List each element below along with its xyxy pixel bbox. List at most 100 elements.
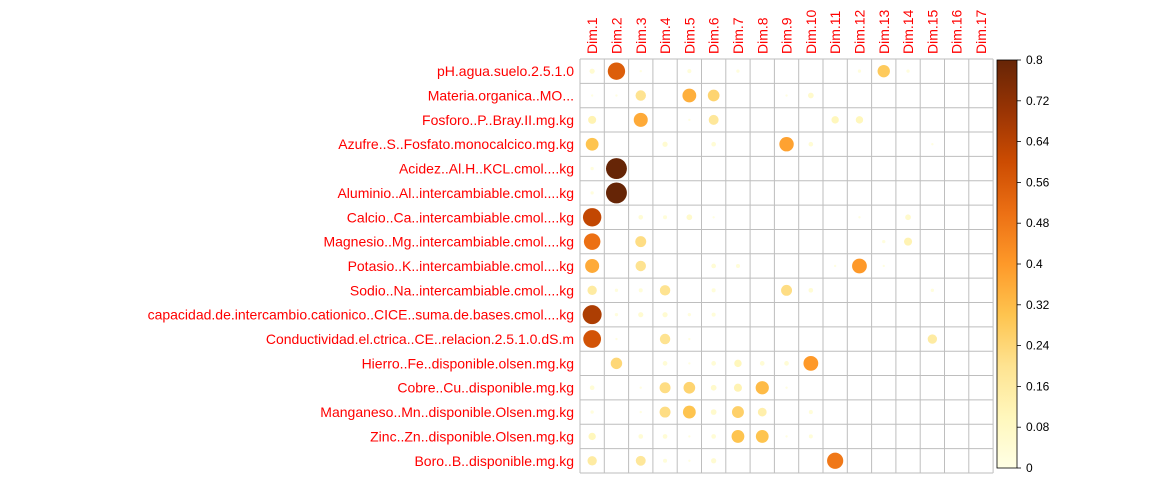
row-label: Fosforo..P..Bray.II.mg.kg <box>422 112 574 128</box>
row-label: Azufre..S..Fosfato.monocalcico.mg.kg <box>338 136 574 152</box>
cell-circle <box>635 90 646 101</box>
grid <box>579 58 994 474</box>
colorbar-ticks: 0.8 0.72 0.64 0.56 0.48 0.4 0.32 0.24 0.16 0.08 0 <box>1017 53 1050 475</box>
cell-circle <box>589 385 595 391</box>
cell-circle <box>659 333 671 345</box>
cell-circle <box>662 312 668 318</box>
column-label: Dim.4 <box>657 17 673 54</box>
column-label: Dim.3 <box>633 17 649 54</box>
cell-circle <box>781 284 793 296</box>
cell-circle <box>688 435 691 438</box>
column-label: Dim.5 <box>681 17 697 54</box>
cell-circle <box>614 313 619 317</box>
cell-circle <box>606 182 627 204</box>
row-label: Materia.organica..MO... <box>428 88 574 104</box>
cell-circle <box>638 288 643 293</box>
colorbar-tick-label: 0.4 <box>1026 257 1043 271</box>
cell-circle <box>639 386 642 389</box>
cell-circle <box>734 359 742 368</box>
column-label: Dim.17 <box>973 9 989 54</box>
cell-circle <box>712 216 715 219</box>
cell-circle <box>686 214 693 221</box>
column-label: Dim.13 <box>876 9 892 54</box>
row-label: Acidez..Al.H..KCL.cmol....kg <box>399 161 574 177</box>
cell-circle <box>877 64 890 78</box>
cell-circle <box>808 434 813 439</box>
cell-circle <box>708 114 719 125</box>
cell-circle <box>785 435 788 438</box>
cell-circle <box>784 361 789 366</box>
cell-circle <box>590 94 594 97</box>
cell-circle <box>590 410 594 414</box>
cell-circle <box>687 313 692 317</box>
cell-circle <box>858 216 861 219</box>
colorbar-tick-label: 0.08 <box>1026 420 1050 434</box>
cell-circle <box>710 409 717 415</box>
colorbar-tick-label: 0.72 <box>1026 94 1050 108</box>
cell-circle <box>905 214 911 221</box>
column-label: Dim.7 <box>730 17 746 54</box>
cell-circle <box>930 288 935 292</box>
cell-circle <box>808 410 813 415</box>
cell-circle <box>857 69 862 73</box>
cell-circle <box>927 334 938 344</box>
row-label: Magnesio..Mg..intercambiable.cmol....kg <box>323 234 574 250</box>
cell-circle <box>931 143 934 146</box>
cell-circle <box>711 141 716 147</box>
cell-circle <box>663 215 668 220</box>
column-label: Dim.11 <box>827 10 843 54</box>
cell-circle <box>659 406 671 418</box>
cell-circle <box>731 430 745 443</box>
cell-circle <box>635 236 647 248</box>
row-label: pH.agua.suelo.2.5.1.0 <box>437 63 574 79</box>
cell-circle <box>711 361 716 366</box>
column-label: Dim.14 <box>900 9 916 54</box>
cell-circle <box>711 458 717 464</box>
row-label: Calcio..Ca..intercambiable.cmol....kg <box>347 209 574 225</box>
cell-circle <box>583 233 601 250</box>
cell-circle <box>659 382 671 394</box>
column-label: Dim.9 <box>779 17 795 54</box>
cell-circle <box>585 137 599 151</box>
cell-circle <box>711 434 716 439</box>
cell-circle <box>687 69 692 74</box>
cell-circle <box>827 452 844 469</box>
cell-circle <box>710 384 717 391</box>
cell-circle <box>662 361 668 366</box>
cell-circle <box>610 357 623 370</box>
cell-circle <box>683 381 696 394</box>
cell-circle <box>639 410 642 414</box>
cell-circle <box>779 137 794 152</box>
colorbar-tick-label: 0.24 <box>1026 339 1050 353</box>
cell-circle <box>688 362 691 365</box>
colorbar-gradient <box>996 59 1018 469</box>
row-label: Potasio..K..intercambiable.cmol....kg <box>348 258 574 274</box>
cell-circle <box>757 407 767 417</box>
cell-circle <box>659 285 671 296</box>
cell-circle <box>662 141 668 147</box>
cell-circle <box>906 69 910 73</box>
cell-circle <box>607 62 626 80</box>
cell-circle <box>688 118 691 122</box>
cell-circle <box>785 386 788 389</box>
cell-circle <box>635 260 646 272</box>
column-labels: Dim.1 Dim.2 Dim.3 Dim.4 Dim.5 Dim.6 Dim.7 Dim.8… <box>584 9 989 54</box>
cell-circle <box>588 115 597 124</box>
cell-circle <box>736 69 740 73</box>
cell-circle <box>582 208 602 227</box>
cell-circle <box>682 88 697 103</box>
row-label: Boro..B..disponible.mg.kg <box>414 453 574 469</box>
cell-circle <box>663 458 668 463</box>
colorbar-tick-label: 0.32 <box>1026 298 1050 312</box>
row-label: capacidad.de.intercambio.cationico..CICE… <box>148 307 574 323</box>
cell-circle <box>615 94 618 97</box>
colorbar-tick-label: 0.56 <box>1026 175 1050 189</box>
row-label: Sodio..Na..intercambiable.cmol....kg <box>350 282 574 298</box>
column-label: Dim.8 <box>754 17 770 54</box>
colorbar-tick-label: 0.48 <box>1026 216 1050 230</box>
cell-circle <box>662 434 668 439</box>
cell-circle <box>711 312 716 317</box>
row-label: Hierro..Fe..disponible.olsen.mg.kg <box>362 355 574 371</box>
cell-circle <box>688 337 691 341</box>
